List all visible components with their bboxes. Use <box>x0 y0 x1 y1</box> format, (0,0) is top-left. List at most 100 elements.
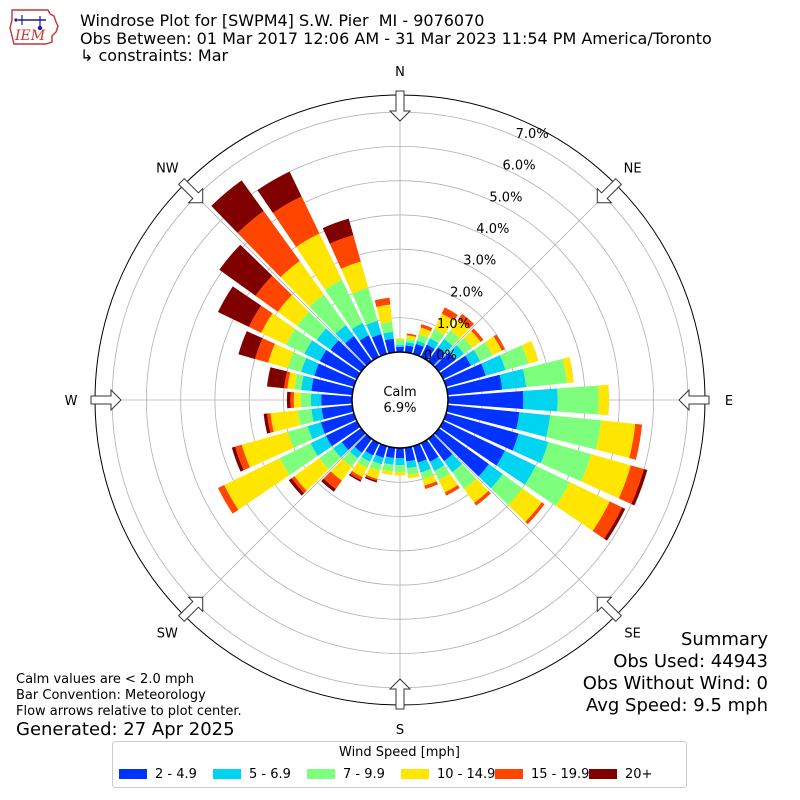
windrose-bar-segment <box>300 392 312 408</box>
radial-tick-label: 0.0% <box>424 349 457 364</box>
windrose-bar-segment <box>384 338 396 354</box>
windrose-bar-segment <box>364 476 378 483</box>
generated-date: Generated: 27 Apr 2025 <box>16 719 235 740</box>
direction-label: W <box>65 394 78 409</box>
windrose-bar-segment <box>287 352 307 373</box>
radial-tick-label: 7.0% <box>516 127 549 142</box>
calm-value: 6.9% <box>383 401 416 416</box>
windrose-bar-segment <box>406 335 416 341</box>
windrose-bar-segment <box>523 388 558 412</box>
windrose-bar-segment <box>493 334 505 351</box>
windrose-bar-segment <box>324 279 363 330</box>
windrose-bar-segment <box>596 420 636 459</box>
windrose-bar-segment <box>406 466 419 476</box>
windrose-bar-segment <box>375 443 387 458</box>
windrose-bar-segment <box>394 464 406 472</box>
windrose-bar-segment <box>321 394 353 406</box>
windrose-bar-segment <box>439 355 471 380</box>
windrose-bar-segment <box>352 287 378 325</box>
windrose-bar-segment <box>297 409 314 426</box>
windrose-bar-segment <box>329 235 361 269</box>
windrose-bar-segment <box>311 407 324 422</box>
windrose-bar-segment <box>420 344 435 361</box>
windrose-bar-segment <box>341 428 366 451</box>
legend-label: 10 - 14.9 <box>437 766 496 782</box>
flow-arrow-icon <box>90 388 122 412</box>
windrose-bar-segment <box>376 304 393 324</box>
bar-convention-note: Bar Convention: Meteorology <box>16 688 206 703</box>
windrose-bar-segment <box>279 443 318 476</box>
windrose-bar-segment <box>295 233 342 290</box>
windrose-bar-segment <box>371 334 387 357</box>
grid-spoke <box>184 184 401 401</box>
windrose-bar-segment <box>219 244 273 296</box>
summary-avg-speed: Avg Speed: 9.5 mph <box>586 695 768 716</box>
radial-tick-label: 3.0% <box>463 254 496 269</box>
grid-spoke <box>399 399 616 616</box>
windrose-bar-segment <box>557 385 599 415</box>
windrose-bar-segment <box>555 482 610 531</box>
windrose-bar-segment <box>395 458 405 466</box>
windrose-bar-segment <box>291 476 307 494</box>
windrose-bar-segment <box>450 319 470 339</box>
windrose-bar-segment <box>395 447 405 459</box>
windrose-bar-segment <box>294 458 329 491</box>
direction-labels: N NE E SE S SW W NW <box>65 65 734 738</box>
windrose-bar-segment <box>254 338 275 363</box>
calm-note: Calm values are < 2.0 mph <box>16 672 195 687</box>
summary-title: Summary <box>681 629 768 650</box>
windrose-bar-segment <box>382 463 394 472</box>
windrose-bar-segment <box>342 451 358 467</box>
windrose-bar-segment <box>428 434 453 462</box>
windrose-bar-segment <box>309 294 346 334</box>
windrose-bar-segment <box>456 337 473 354</box>
windrose-bar-segment <box>629 423 643 460</box>
windrose-bar-segment <box>267 413 274 433</box>
windrose-bar-segment <box>284 371 291 389</box>
windrose-bar-segment <box>310 435 332 456</box>
windrose-bar-segment <box>474 490 491 506</box>
windrose-bar-segment <box>581 454 631 499</box>
windrose-bar-segment <box>325 420 361 447</box>
windrose-bar-segment <box>333 442 349 458</box>
windrose-bar-segment <box>429 456 445 471</box>
windrose-bar-segment <box>301 357 319 376</box>
windrose-bar-segment <box>499 368 527 390</box>
windrose-bar-segment <box>293 392 301 408</box>
legend-label: 2 - 4.9 <box>155 766 197 782</box>
windrose-bar-segment <box>463 330 481 348</box>
windrose-bar-segment <box>508 488 542 522</box>
windrose-bar-segment <box>349 446 362 459</box>
legend-item: 7 - 9.9 <box>307 766 385 782</box>
windrose-bar-segment <box>395 338 405 341</box>
windrose-bar-segment <box>546 415 602 450</box>
windrose-bar-segment <box>394 471 406 476</box>
windrose-bar-segment <box>428 347 446 366</box>
windrose-bar-segment <box>294 373 304 390</box>
windrose-bar-segment <box>592 501 623 539</box>
calm-center: Calm 6.9% <box>351 351 449 449</box>
windrose-bars <box>211 171 648 541</box>
windrose-bar-segment <box>522 358 568 388</box>
windrose-bar-segment <box>319 448 342 470</box>
windrose-bar-segment <box>320 413 357 434</box>
windrose-bar-segment <box>287 372 297 390</box>
legend: Wind Speed [mph] 2 - 4.9 5 - 6.9 7 - 9.9 10… <box>112 741 687 788</box>
windrose-bar-segment <box>404 446 416 462</box>
windrose-bar-segment <box>335 324 354 344</box>
windrose-bar-segment <box>310 393 322 407</box>
calm-label: Calm <box>383 385 416 400</box>
direction-label: SE <box>624 627 640 642</box>
radial-tick-label: 1.0% <box>437 317 470 332</box>
windrose-bar-segment <box>385 446 396 458</box>
windrose-bar-segment <box>369 460 382 471</box>
windrose-bar-segment <box>372 454 384 465</box>
windrose-bar-segment <box>426 338 439 349</box>
windrose-bar-segment <box>444 330 460 346</box>
chart-title: Windrose Plot for [SWPM4] S.W. Pier MI -… <box>80 11 485 30</box>
direction-label: NE <box>624 161 642 176</box>
legend-swatch <box>401 769 429 779</box>
iem-logo: IEM <box>9 9 59 45</box>
windrose-bar-segment <box>235 444 250 471</box>
